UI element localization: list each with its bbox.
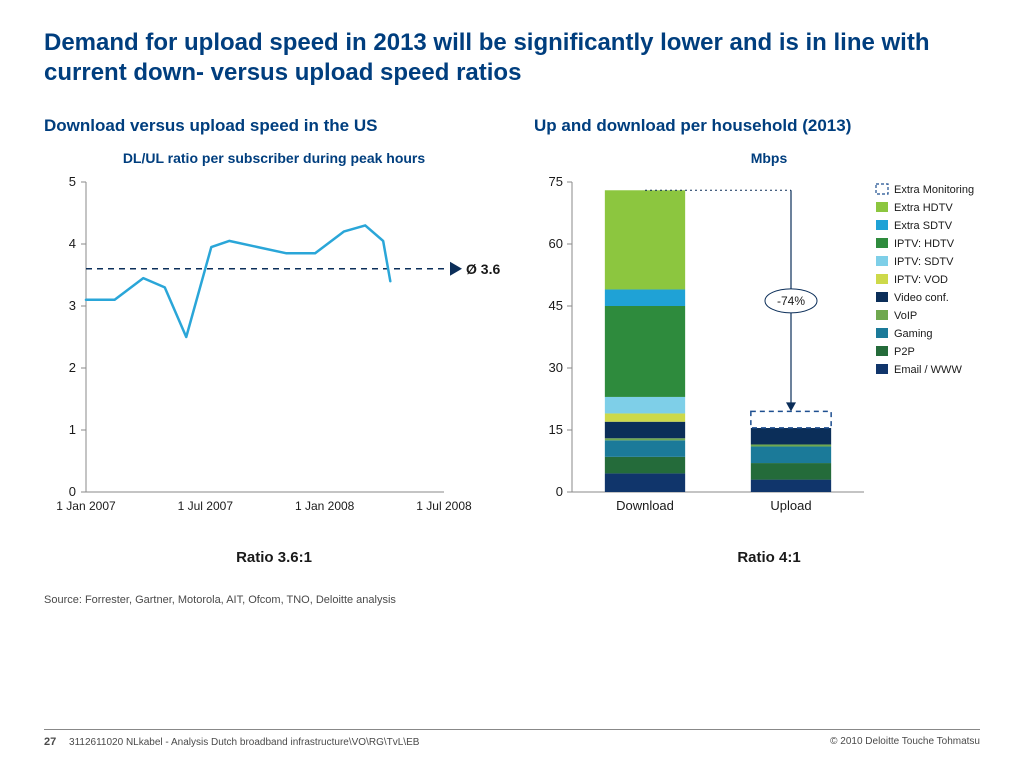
bar-chart-column: Up and download per household (2013) Mbp… [534, 116, 1004, 566]
legend-swatch [876, 238, 888, 248]
page-title: Demand for upload speed in 2013 will be … [44, 28, 980, 88]
legend-swatch [876, 364, 888, 374]
bar-segment [605, 190, 685, 289]
legend-swatch [876, 274, 888, 284]
y-tick-label: 60 [549, 236, 563, 251]
legend-swatch [876, 184, 888, 194]
footer: 27 3112611020 NLkabel - Analysis Dutch b… [44, 729, 980, 748]
bar-segment [605, 422, 685, 439]
bar-category-label: Download [616, 498, 674, 513]
bar-segment [751, 480, 831, 492]
x-tick-label: 1 Jan 2008 [295, 499, 355, 513]
legend-swatch [876, 346, 888, 356]
footer-right: © 2010 Deloitte Touche Tohmatsu [830, 736, 980, 748]
bar-chart-subtitle: Mbps [534, 150, 1004, 166]
footer-left: 27 3112611020 NLkabel - Analysis Dutch b… [44, 736, 419, 748]
legend-label: Video conf. [894, 292, 949, 304]
legend-label: Extra Monitoring [894, 184, 974, 196]
legend-swatch [876, 328, 888, 338]
y-tick-label: 5 [69, 174, 76, 189]
line-chart-title: Download versus upload speed in the US [44, 116, 504, 136]
legend-swatch [876, 292, 888, 302]
line-chart-subtitle: DL/UL ratio per subscriber during peak h… [44, 150, 504, 166]
legend-label: P2P [894, 346, 915, 358]
legend-label: Extra SDTV [894, 220, 953, 232]
bar-segment [605, 440, 685, 457]
charts-row: Download versus upload speed in the US D… [44, 116, 980, 566]
line-chart: 0 1 2 3 4 5 1 Jan 2007 1 Jul 2007 1 Jan 2008 1 Ju… [44, 172, 504, 532]
bar-segment [605, 306, 685, 397]
legend-swatch [876, 220, 888, 230]
y-tick-label: 0 [556, 484, 563, 499]
bar-segment [605, 413, 685, 421]
bar-segment [751, 447, 831, 464]
y-tick-label: 3 [69, 298, 76, 313]
bar-segment [605, 397, 685, 414]
legend-swatch [876, 256, 888, 266]
bar-chart-ratio: Ratio 4:1 [534, 549, 1004, 566]
x-tick-label: 1 Jul 2007 [178, 499, 234, 513]
legend-label: IPTV: HDTV [894, 238, 955, 250]
legend-label: IPTV: SDTV [894, 256, 954, 268]
avg-triangle-icon [450, 262, 462, 276]
bar-segment [751, 411, 831, 428]
x-tick-label: 1 Jan 2007 [56, 499, 116, 513]
bar-segment [751, 444, 831, 446]
y-tick-label: 0 [69, 484, 76, 499]
bar-chart: 0 15 30 45 60 75 Download Upload -74% Extra Monit… [534, 172, 1004, 532]
bar-chart-title: Up and download per household (2013) [534, 116, 1004, 136]
line-chart-ratio: Ratio 3.6:1 [44, 549, 504, 566]
line-chart-column: Download versus upload speed in the US D… [44, 116, 504, 566]
y-tick-label: 30 [549, 360, 563, 375]
legend-label: VoIP [894, 310, 917, 322]
bar-segment [605, 438, 685, 440]
y-tick-label: 45 [549, 298, 563, 313]
y-tick-label: 75 [549, 174, 563, 189]
bar-segment [751, 463, 831, 480]
source-line: Source: Forrester, Gartner, Motorola, AI… [44, 594, 980, 606]
delta-label: -74% [777, 294, 805, 308]
x-tick-label: 1 Jul 2008 [416, 499, 472, 513]
legend-label: IPTV: VOD [894, 274, 948, 286]
y-tick-label: 4 [69, 236, 76, 251]
bar-segment [751, 428, 831, 445]
page-number: 27 [44, 736, 56, 748]
bar-segment [605, 457, 685, 474]
y-tick-label: 2 [69, 360, 76, 375]
avg-label: Ø 3.6 [466, 261, 500, 277]
y-tick-label: 15 [549, 422, 563, 437]
legend-label: Gaming [894, 328, 933, 340]
bar-segment [605, 289, 685, 306]
legend-label: Extra HDTV [894, 202, 953, 214]
legend-swatch [876, 310, 888, 320]
data-line [86, 225, 390, 337]
delta-arrowhead-icon [786, 402, 796, 411]
y-tick-label: 1 [69, 422, 76, 437]
bar-segment [605, 473, 685, 492]
legend-swatch [876, 202, 888, 212]
bar-category-label: Upload [770, 498, 811, 513]
footer-path: 3112611020 NLkabel - Analysis Dutch broa… [69, 737, 419, 748]
legend-label: Email / WWW [894, 364, 962, 376]
